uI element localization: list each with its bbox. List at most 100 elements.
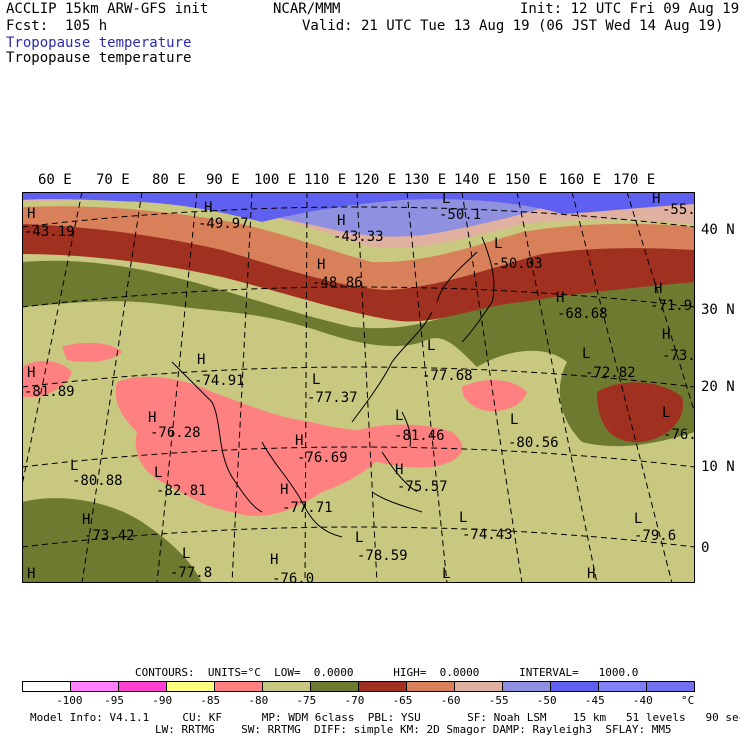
extremum-mark: L [662,405,670,421]
model-info-line-2: LW: RRTMG SW: RRTMG DIFF: simple KM: 2D … [155,723,672,736]
color-scale-tick-label: -60 [440,694,461,707]
color-scale-tick-label: °C [681,694,695,707]
extremum-mark: L [582,346,590,362]
extremum-mark: L [459,510,467,526]
extremum-value: -74.91 [194,373,245,389]
band-80-75 [22,360,72,397]
extremum-mark: H [317,257,325,273]
lon-label: 130 E [404,172,447,188]
extremum-value: -50.1 [439,207,481,223]
extremum-value: -81.89 [24,384,75,400]
extremum-value: -43.33 [333,229,384,245]
extremum-value: -77.71 [282,500,333,516]
color-scale-swatch [551,682,599,691]
field-name-secondary: Tropopause temperature [6,50,192,66]
extremum-mark: H [204,200,212,216]
lon-label: 160 E [559,172,602,188]
extremum-mark: H [395,462,403,478]
extremum-mark: L [312,372,320,388]
color-scale-swatch [503,682,551,691]
extremum-mark: L [395,408,403,424]
contour-info: CONTOURS: UNITS=°C LOW= 0.0000 HIGH= 0.0… [135,666,639,679]
extremum-mark: L [494,236,502,252]
color-scale-tick-label: -70 [344,694,365,707]
extremum-value: -81.46 [394,428,445,444]
lon-label: 140 E [454,172,497,188]
extremum-value: -79.6 [634,528,676,544]
init-time: Init: 12 UTC Fri 09 Aug 19 [520,1,740,17]
lon-label: 170 E [613,172,656,188]
extremum-mark: L [355,530,363,546]
lat-label: 10 N [701,459,735,475]
lon-label: 90 E [206,172,240,188]
extremum-value: -68.68 [557,306,608,322]
extremum-mark: L [182,546,190,562]
extremum-mark: H [82,512,90,528]
extremum-value: -72.82 [585,365,636,381]
lon-label: 150 E [505,172,548,188]
color-scale-swatch [263,682,311,691]
lon-label: 120 E [354,172,397,188]
extremum-mark: H [280,482,288,498]
extremum-mark: H [662,327,670,343]
extremum-value: -77.8 [170,565,212,581]
extremum-mark: H [587,566,595,582]
extremum-mark: H [654,281,662,297]
extremum-value: -80.88 [72,473,123,489]
extremum-mark: L [510,412,518,428]
extremum-mark: H [148,410,156,426]
coastline [171,236,495,538]
extremum-value: -76.28 [150,425,201,441]
extremum-value: -76.0 [272,571,314,583]
band-65-60 [597,382,683,443]
extremum-mark: L [442,566,450,582]
extremum-value: -73.42 [84,528,135,544]
color-scale-swatch [71,682,119,691]
extremum-mark: H [270,552,278,568]
extremum-value: -82.81 [156,483,207,499]
color-scale-tick-label: -80 [248,694,269,707]
band-70-65 [22,498,202,583]
extremum-mark: H [652,192,660,207]
extremum-value: -50.03 [492,256,543,272]
color-scale-swatch [23,682,71,691]
color-scale-swatch [647,682,694,691]
extremum-mark: L [442,192,450,207]
band-80-75 [115,376,393,516]
color-scale-bar [22,681,695,692]
extremum-mark: H [197,352,205,368]
extremum-mark: H [27,365,35,381]
extremum-mark: L [427,338,435,354]
extremum-value: -78.59 [357,548,408,564]
extremum-value: -55. [662,202,695,218]
band-80-75 [352,424,463,468]
extremum-mark: H [295,433,303,449]
color-scale-tick-label: -40 [632,694,653,707]
color-scale-tick-label: -55 [488,694,509,707]
model-title: ACCLIP 15km ARW-GFS init [6,1,209,17]
extremum-value: -76. [663,427,695,443]
band-45-40 [22,192,695,222]
extremum-value: -43.19 [24,224,75,240]
extremum-value: -77.68 [422,368,473,384]
color-scale-tick-label: -85 [200,694,221,707]
extremum-mark: L [154,465,162,481]
color-scale-tick-label: -50 [536,694,557,707]
color-scale-tick-label: -90 [152,694,173,707]
extremum-value: -74.43 [462,527,513,543]
extremum-mark: H [337,213,345,229]
extremum-mark: H [27,206,35,222]
band-80-75 [462,380,527,412]
lat-label: 20 N [701,379,735,395]
color-scale-swatch [215,682,263,691]
field-name-primary: Tropopause temperature [6,35,192,51]
extremum-value: -77.37 [307,390,358,406]
color-scale-tick-label: -95 [104,694,125,707]
extrema-labels: H -43.19 H -49.97 H -43.33 H -48.86 L -5… [24,192,695,583]
lat-label: 0 [701,540,710,556]
extremum-mark: L [634,511,642,527]
extremum-value: -49.97 [198,216,249,232]
color-scale-swatch [311,682,359,691]
extremum-mark: H [27,566,35,582]
band-70-65 [22,260,695,447]
